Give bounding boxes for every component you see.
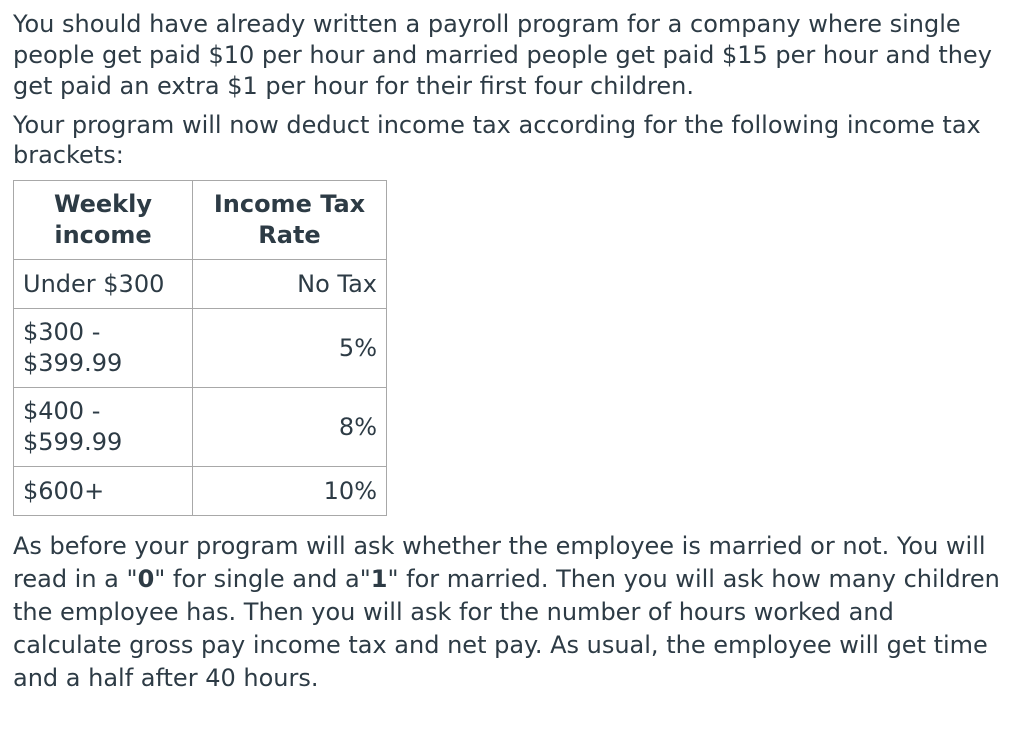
assignment-content: You should have already written a payrol… xyxy=(13,9,1003,695)
income-tax-rate-header: Income Tax Rate xyxy=(192,180,387,260)
income-cell: $300 - $399.99 xyxy=(13,308,193,388)
income-cell: Under $300 xyxy=(13,259,193,309)
intro-paragraph: You should have already written a payrol… xyxy=(13,10,992,100)
table-row: $600+ 10% xyxy=(13,466,387,516)
married-code: 1 xyxy=(370,565,388,593)
income-cell: $400 - $599.99 xyxy=(13,387,193,467)
table-header-row: Weekly income Income Tax Rate xyxy=(13,180,387,260)
tax-brackets-intro: Your program will now deduct income tax … xyxy=(13,111,981,169)
instructions-text-2: " for single and a" xyxy=(154,565,371,593)
instructions-text-1: As before your program will ask whether … xyxy=(13,532,986,593)
instructions-text-3: " for married. Then you will ask how man… xyxy=(13,565,1000,692)
table-row: $400 - $599.99 8% xyxy=(13,387,387,467)
instructions-paragraph: As before your program will ask whether … xyxy=(13,530,1003,695)
rate-cell: 10% xyxy=(192,466,387,516)
income-cell: $600+ xyxy=(13,466,193,516)
weekly-income-header: Weekly income xyxy=(13,180,193,260)
tax-bracket-table: Weekly income Income Tax Rate Under $300… xyxy=(13,180,387,516)
table-row: Under $300 No Tax xyxy=(13,259,387,309)
rate-cell: 8% xyxy=(192,387,387,467)
rate-cell: No Tax xyxy=(192,259,387,309)
rate-cell: 5% xyxy=(192,308,387,388)
table-row: $300 - $399.99 5% xyxy=(13,308,387,388)
single-code: 0 xyxy=(137,565,155,593)
